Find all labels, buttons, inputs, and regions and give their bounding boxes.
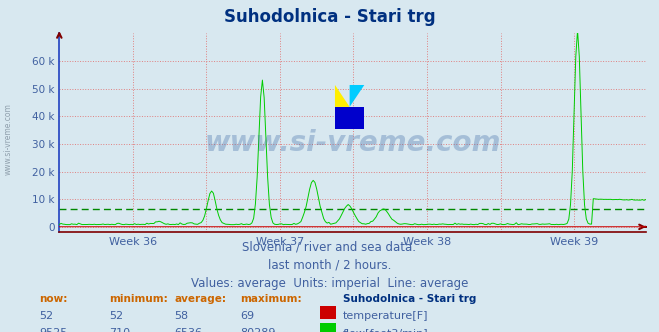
Text: 710: 710 bbox=[109, 328, 130, 332]
Text: 9525: 9525 bbox=[40, 328, 68, 332]
Text: www.si-vreme.com: www.si-vreme.com bbox=[204, 129, 501, 157]
Text: maximum:: maximum: bbox=[241, 294, 302, 304]
Text: 52: 52 bbox=[109, 311, 123, 321]
Text: 6536: 6536 bbox=[175, 328, 202, 332]
Text: average:: average: bbox=[175, 294, 227, 304]
Text: last month / 2 hours.: last month / 2 hours. bbox=[268, 259, 391, 272]
Text: www.si-vreme.com: www.si-vreme.com bbox=[3, 104, 13, 175]
Text: now:: now: bbox=[40, 294, 68, 304]
Text: 80289: 80289 bbox=[241, 328, 276, 332]
Text: flow[foot3/min]: flow[foot3/min] bbox=[343, 328, 428, 332]
Text: 69: 69 bbox=[241, 311, 254, 321]
Polygon shape bbox=[335, 85, 350, 107]
Text: Suhodolnica - Stari trg: Suhodolnica - Stari trg bbox=[223, 8, 436, 26]
Text: 52: 52 bbox=[40, 311, 53, 321]
Text: Values: average  Units: imperial  Line: average: Values: average Units: imperial Line: av… bbox=[191, 277, 468, 290]
Bar bbox=[335, 107, 364, 129]
Text: Suhodolnica - Stari trg: Suhodolnica - Stari trg bbox=[343, 294, 476, 304]
Text: minimum:: minimum: bbox=[109, 294, 167, 304]
Text: 58: 58 bbox=[175, 311, 188, 321]
Text: Slovenia / river and sea data.: Slovenia / river and sea data. bbox=[243, 241, 416, 254]
Text: temperature[F]: temperature[F] bbox=[343, 311, 428, 321]
Polygon shape bbox=[350, 85, 364, 107]
